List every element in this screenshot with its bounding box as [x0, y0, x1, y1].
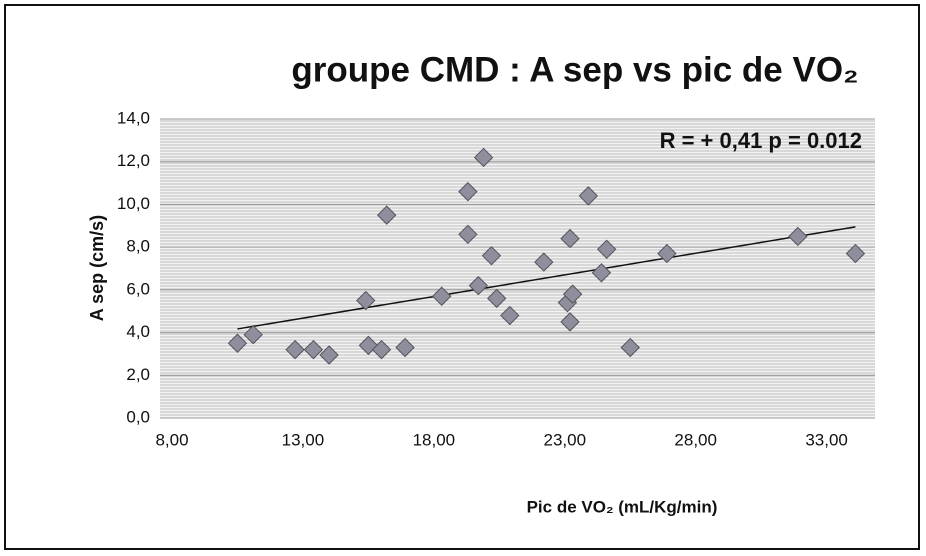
point [562, 284, 583, 304]
point [788, 226, 808, 247]
y-tick-label: 0,0 [126, 407, 150, 426]
point [560, 228, 580, 249]
point [657, 243, 677, 264]
point [591, 263, 612, 283]
point [356, 290, 376, 311]
annotation: R = + 0,41 p = 0.012 [660, 128, 862, 153]
chart-title: groupe CMD : A sep vs pic de VO₂ [291, 50, 858, 89]
x-tick-label: 28,00 [674, 430, 717, 449]
point [534, 252, 554, 272]
point [620, 337, 640, 358]
point [303, 339, 324, 360]
x-tick-label: 8,00 [155, 430, 188, 449]
point [431, 286, 452, 306]
point [358, 335, 379, 356]
plot-area [160, 119, 875, 418]
y-tick-label: 4,0 [126, 322, 150, 341]
x-tick-label: 18,00 [413, 430, 456, 449]
point [371, 339, 392, 360]
point [285, 339, 305, 360]
y-tick-label: 12,0 [117, 151, 150, 170]
x-tick-label: 33,00 [805, 430, 848, 449]
x-axis-label: Pic de VO₂ (mL/Kg/min) [527, 497, 718, 516]
y-tick-label: 10,0 [117, 194, 150, 213]
x-tick-label: 13,00 [282, 430, 325, 449]
point [481, 245, 502, 266]
point [458, 181, 478, 202]
y-tick-label: 6,0 [126, 279, 150, 298]
point [243, 324, 263, 345]
point [377, 205, 397, 225]
y-tick-label: 2,0 [126, 365, 150, 384]
point [845, 243, 866, 264]
point [486, 288, 507, 309]
point [319, 345, 339, 365]
y-tick-label: 14,0 [117, 108, 150, 127]
point [227, 333, 248, 353]
point [596, 239, 617, 259]
y-axis-label: A sep (cm/s) [87, 215, 107, 321]
point [578, 186, 599, 206]
point [473, 147, 494, 168]
point [395, 337, 415, 358]
point [468, 275, 489, 296]
point [500, 305, 520, 326]
x-tick-label: 23,00 [544, 430, 587, 449]
trendline [237, 226, 856, 330]
y-tick-label: 8,0 [126, 237, 150, 256]
point [560, 312, 580, 332]
point [458, 224, 478, 245]
